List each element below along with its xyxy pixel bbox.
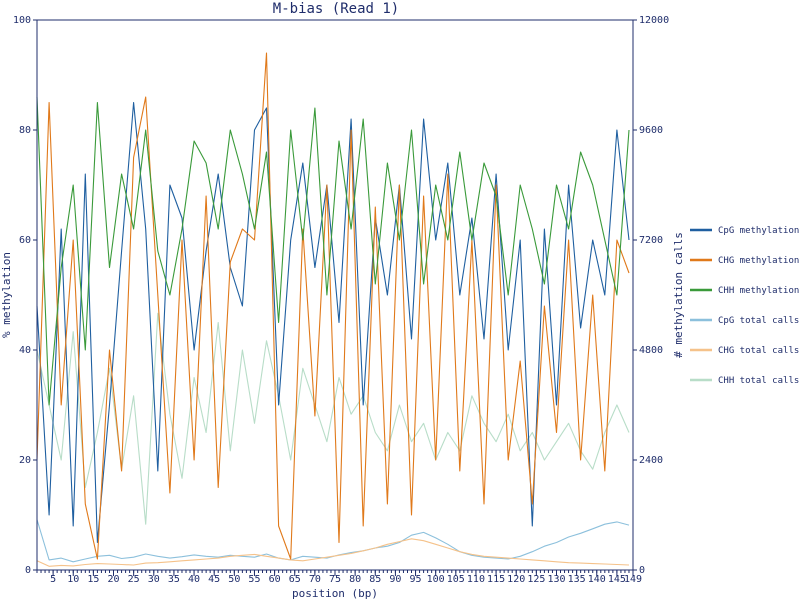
legend-label: CpG methylation [718,226,799,236]
legend-label: CHH total calls [718,376,799,386]
y-left-tick-label: 40 [19,345,31,356]
x-tick-label: 55 [248,574,260,585]
x-axis-label: position (bp) [292,587,378,600]
x-tick-label: 90 [389,574,401,585]
x-tick-label: 5 [50,574,56,585]
x-tick-label: 125 [527,574,545,585]
x-tick-label: 65 [289,574,301,585]
y-left-tick-label: 0 [25,565,31,576]
legend-label: CHG total calls [718,346,799,356]
y-axis-label: % methylation [0,252,13,338]
series-layer [36,52,630,567]
x-tick-label: 105 [447,574,465,585]
y-right-tick-label: 0 [639,565,645,576]
x-tick-label: 120 [507,574,525,585]
y-left-axis: 0 20 40 60 80 100 [13,15,37,576]
x-tick-label: 35 [168,574,180,585]
series-line-chh-total-calls [36,312,630,525]
plot-frame [36,19,634,571]
series-line-chh-methylation [36,96,630,406]
x-tick-label: 10 [67,574,79,585]
series-line-chg-methylation [36,52,630,560]
y-right-tick-label: 4800 [639,345,663,356]
legend: CpG methylation CHG methylation CHH methyl… [690,226,799,386]
legend-label: CpG total calls [718,316,799,326]
x-tick-label: 149 [624,574,642,585]
x-tick-label: 145 [608,574,626,585]
y-right-tick-label: 7200 [639,235,663,246]
x-tick-label: 20 [107,574,119,585]
x-tick-label: 115 [487,574,505,585]
x-tick-label: 130 [547,574,565,585]
x-tick-label: 85 [369,574,381,585]
x-tick-label: 70 [309,574,321,585]
x-tick-label: 60 [269,574,281,585]
y-left-tick-label: 100 [13,15,31,26]
x-tick-label: 30 [148,574,160,585]
x-tick-label: 100 [427,574,445,585]
x-tick-label: 75 [329,574,341,585]
legend-label: CHH methylation [718,286,799,296]
y-right-tick-label: 9600 [639,125,663,136]
y2-axis-label: # methylation calls [672,232,685,358]
legend-label: CHG methylation [718,256,799,266]
y-right-tick-label: 2400 [639,455,663,466]
x-tick-label: 140 [588,574,606,585]
x-tick-label: 80 [349,574,361,585]
y-left-tick-label: 80 [19,125,31,136]
x-tick-label: 110 [467,574,485,585]
series-line-cpg-total-calls [36,519,630,563]
x-tick-label: 40 [188,574,200,585]
x-tick-label: 15 [87,574,99,585]
y-right-tick-label: 12000 [639,15,669,26]
series-line-cpg-methylation [36,101,630,544]
x-axis: 5 10 15 20 25 30 35 40 45 50 55 60 65 70 75 80 85 90 95 100… [36,570,642,585]
x-tick-label: 45 [208,574,220,585]
x-tick-label: 135 [568,574,586,585]
series-line-chg-total-calls [36,538,630,567]
x-tick-label: 95 [410,574,422,585]
chart-title: M-bias (Read 1) [273,1,399,17]
y-left-tick-label: 60 [19,235,31,246]
x-tick-label: 25 [128,574,140,585]
y-right-axis: 0 2400 4800 7200 9600 12000 [633,15,669,576]
x-tick-label: 50 [228,574,240,585]
y-left-tick-label: 20 [19,455,31,466]
